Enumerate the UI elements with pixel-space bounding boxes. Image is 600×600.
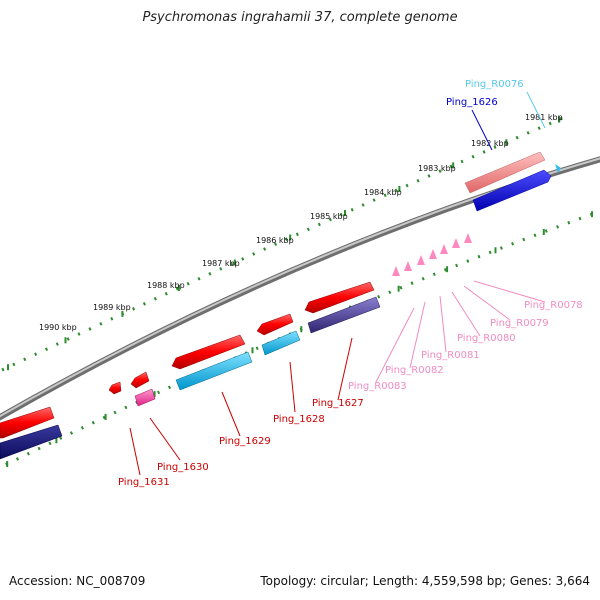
leader-line bbox=[471, 109, 493, 151]
feature-label[interactable]: Ping_R0080 bbox=[457, 333, 516, 344]
trna-arrow bbox=[429, 249, 437, 259]
outer-tick-marks bbox=[7, 116, 561, 371]
gene-arrow-pink bbox=[464, 151, 546, 194]
gene-arrow-navy bbox=[0, 424, 63, 460]
leader-line bbox=[337, 337, 353, 401]
trna-arrow bbox=[392, 266, 400, 276]
feature-label[interactable]: Ping_R0076 bbox=[465, 79, 524, 90]
tick-label: 1987 kbp bbox=[202, 259, 240, 268]
gene-arrow-red bbox=[0, 406, 55, 439]
tick-label: 1981 kbp bbox=[525, 113, 563, 122]
forward-genes bbox=[0, 151, 561, 439]
leader-line bbox=[289, 361, 296, 413]
accession-text: Accession: NC_008709 bbox=[9, 574, 146, 588]
tick-label: 1982 kbp bbox=[471, 139, 509, 148]
genome-summary-text: Topology: circular; Length: 4,559,598 bp… bbox=[260, 574, 590, 588]
page-title: Psychromonas ingrahamii 37, complete gen… bbox=[142, 10, 458, 25]
feature-labels: Ping_R0076 Ping_1626 Ping_1627 Ping_1628… bbox=[118, 79, 583, 488]
feature-label[interactable]: Ping_R0083 bbox=[348, 381, 407, 392]
trna-arrow-cyan bbox=[555, 164, 561, 173]
feature-label[interactable]: Ping_1629 bbox=[219, 436, 271, 447]
leader-line bbox=[409, 301, 426, 369]
feature-label[interactable]: Ping_R0078 bbox=[524, 300, 583, 311]
feature-label[interactable]: Ping_1627 bbox=[312, 398, 364, 409]
trna-cluster bbox=[392, 233, 472, 276]
gene-arrow-blue bbox=[472, 169, 552, 212]
leader-line bbox=[463, 285, 511, 321]
trna-arrow bbox=[464, 233, 472, 243]
feature-label[interactable]: Ping_R0081 bbox=[421, 350, 480, 361]
leader-lines bbox=[129, 91, 546, 476]
leader-line bbox=[451, 291, 481, 337]
reverse-genes bbox=[0, 296, 381, 460]
trna-arrow bbox=[440, 244, 448, 254]
trna-arrow bbox=[417, 255, 425, 265]
gene-arrow-magenta bbox=[134, 388, 156, 407]
trna-arrow bbox=[404, 261, 412, 271]
feature-label[interactable]: Ping_1630 bbox=[157, 462, 209, 473]
feature-label[interactable]: Ping_1631 bbox=[118, 477, 170, 488]
leader-line bbox=[221, 391, 241, 437]
feature-label[interactable]: Ping_R0079 bbox=[490, 318, 549, 329]
gene-arrow-cyan bbox=[261, 330, 301, 356]
feature-label[interactable]: Ping_1626 bbox=[446, 97, 498, 108]
leader-line bbox=[526, 91, 546, 129]
tick-label: 1990 kbp bbox=[39, 323, 77, 332]
tick-label: 1989 kbp bbox=[93, 303, 131, 312]
gene-arrow-red bbox=[171, 334, 246, 370]
gene-arrow-red bbox=[256, 313, 294, 336]
tick-label: 1984 kbp bbox=[364, 188, 402, 197]
gene-arrow-purple bbox=[307, 296, 381, 334]
tick-label: 1986 kbp bbox=[256, 236, 294, 245]
leader-line bbox=[439, 295, 447, 353]
gene-arrow-red bbox=[304, 281, 375, 314]
feature-label[interactable]: Ping_R0082 bbox=[385, 365, 444, 376]
tick-label: 1983 kbp bbox=[418, 164, 456, 173]
tick-label: 1988 kbp bbox=[147, 281, 185, 290]
gene-arrow-red bbox=[130, 371, 150, 389]
leader-line bbox=[473, 280, 546, 303]
gene-arrow-cyan bbox=[175, 351, 253, 391]
leader-line bbox=[149, 417, 181, 461]
feature-label[interactable]: Ping_1628 bbox=[273, 414, 325, 425]
leader-line bbox=[129, 427, 141, 476]
gene-arrow-red bbox=[108, 381, 122, 395]
leader-line bbox=[375, 307, 415, 383]
trna-arrow bbox=[452, 238, 460, 248]
tick-labels: 1981 kbp 1982 kbp 1983 kbp 1984 kbp 1985… bbox=[39, 113, 563, 332]
tick-label: 1985 kbp bbox=[310, 212, 348, 221]
